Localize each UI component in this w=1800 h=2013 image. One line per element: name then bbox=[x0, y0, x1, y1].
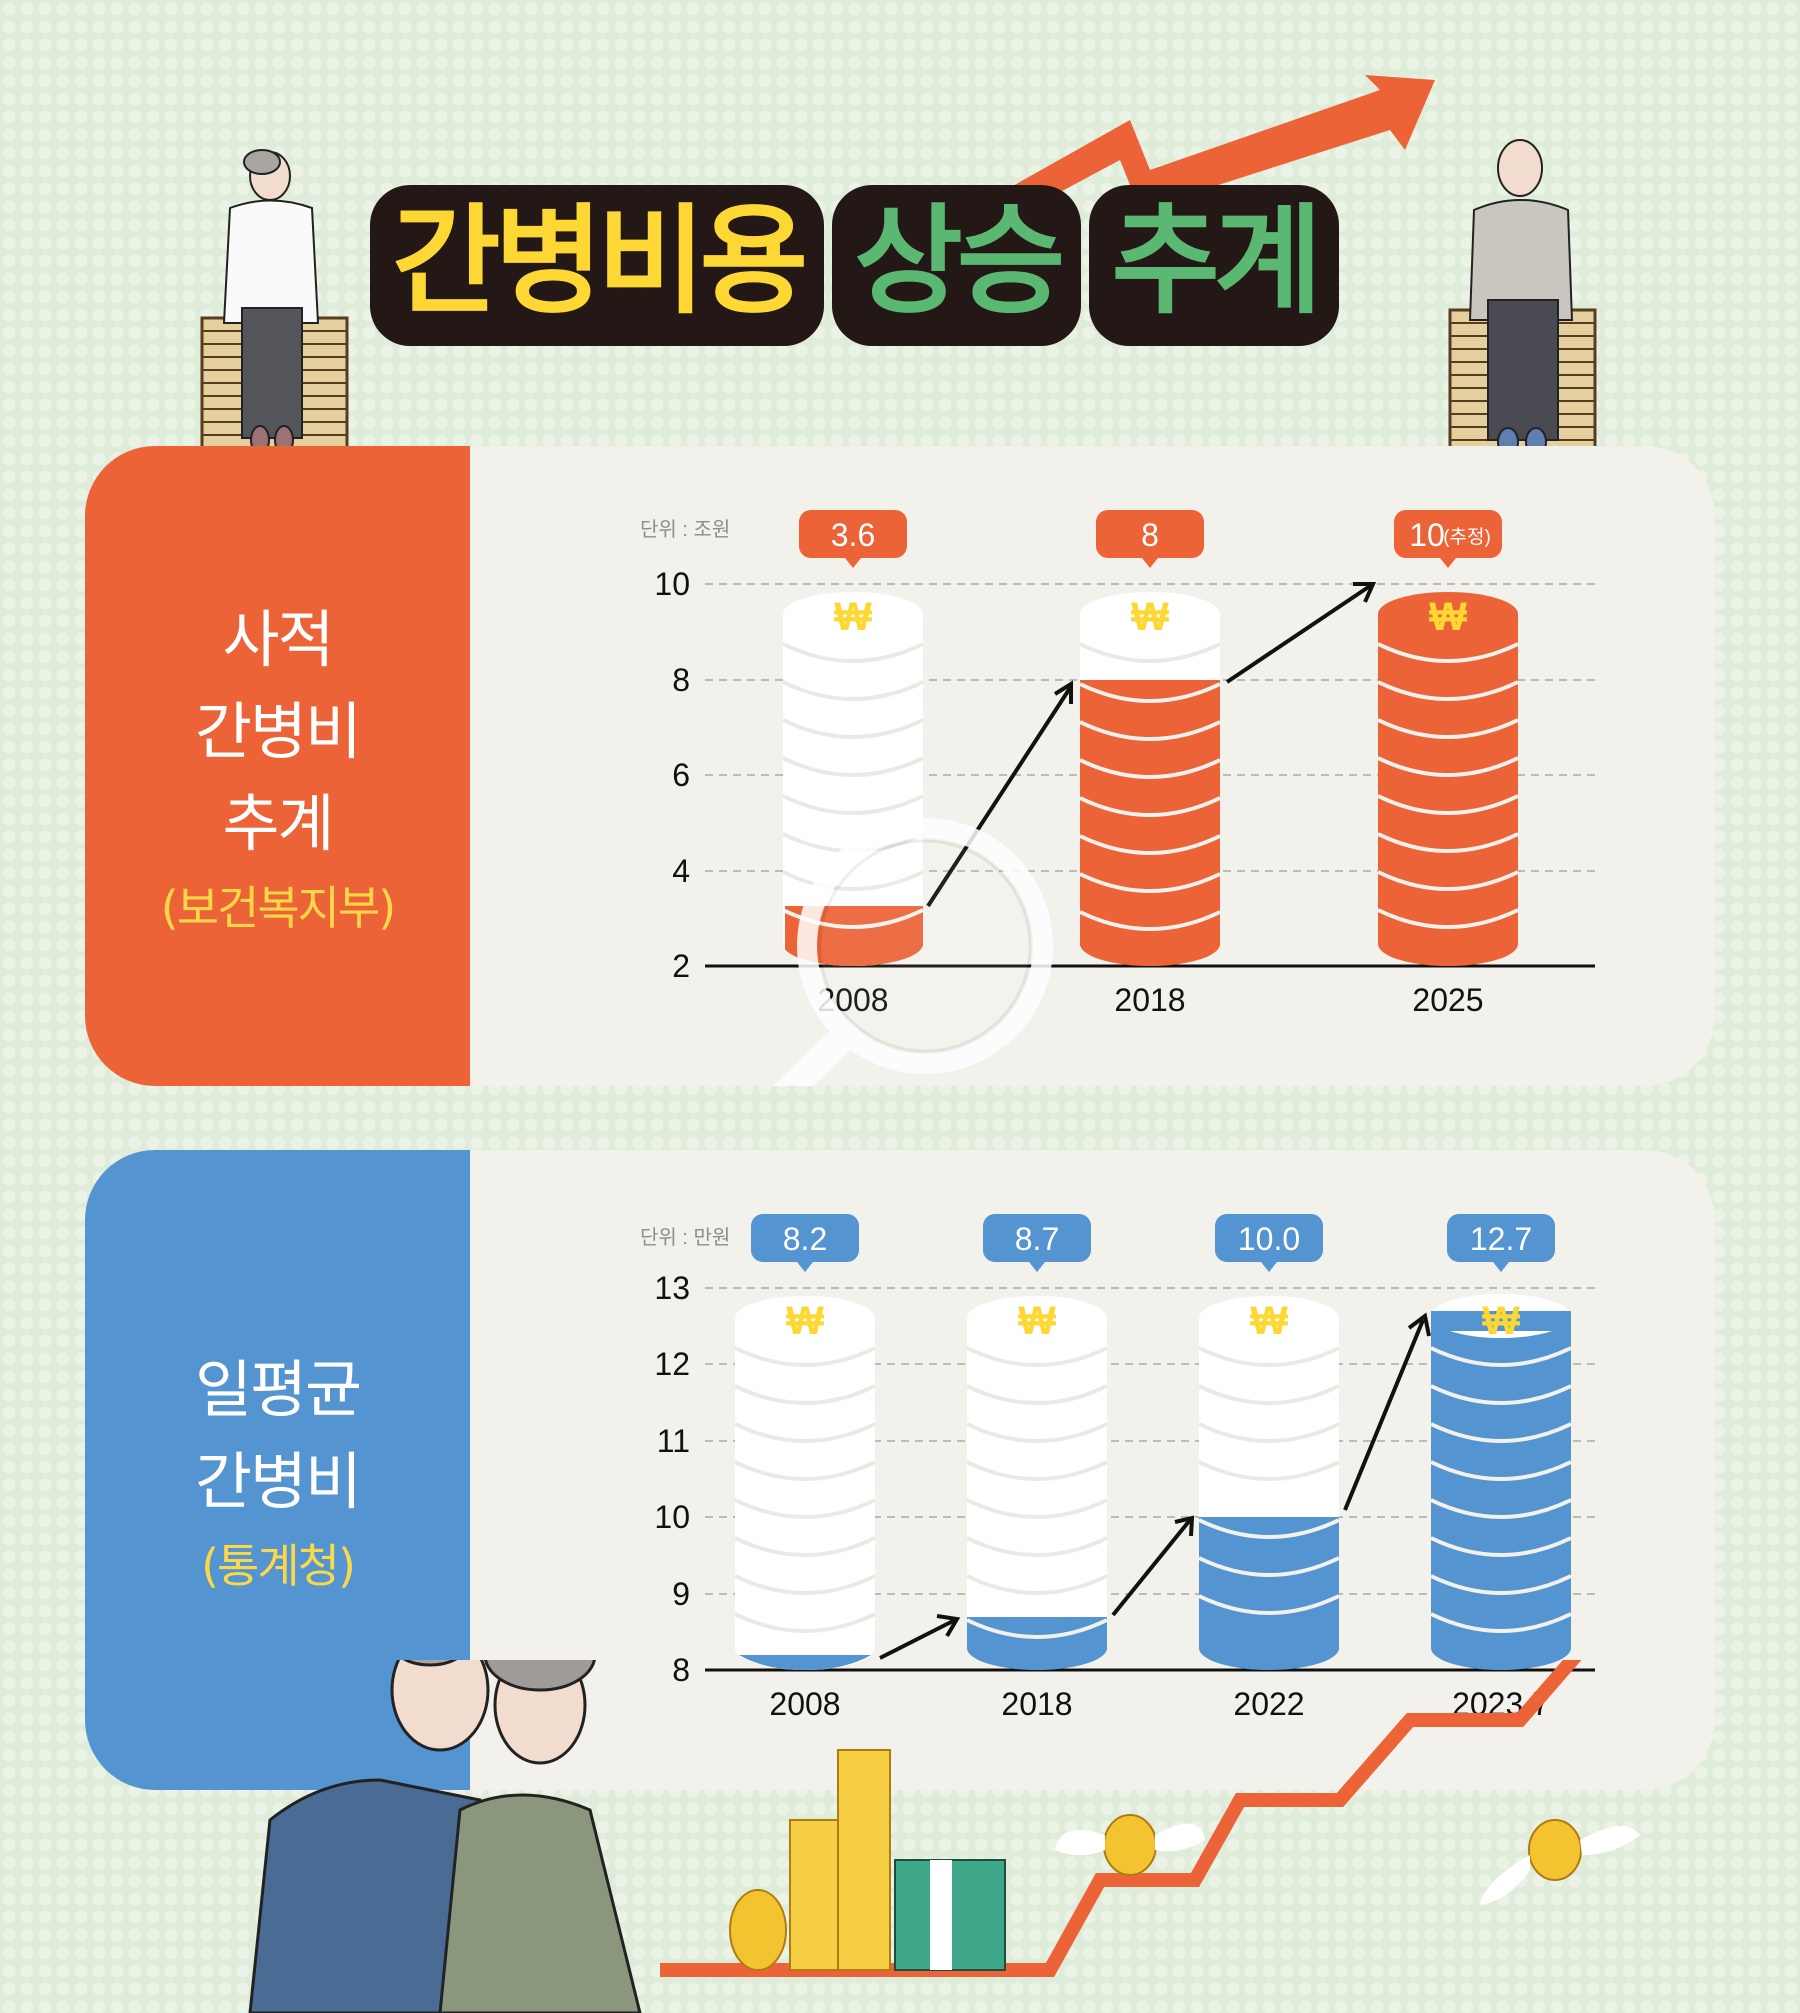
panel1-label-line2: 간병비 bbox=[194, 695, 362, 768]
panel2-label-line1: 일평균 bbox=[194, 1353, 362, 1426]
panel2-ytick: 12 bbox=[654, 1346, 690, 1382]
panel2-ytick: 10 bbox=[654, 1499, 690, 1535]
bottom-illustration bbox=[248, 1660, 1640, 2013]
panel2-xlabel: 2022 bbox=[1233, 1686, 1304, 1722]
coin-stack-2008: ₩ bbox=[734, 1296, 876, 1670]
panel1-ytick: 8 bbox=[672, 662, 690, 698]
panel1-ytick: 6 bbox=[672, 757, 690, 793]
panel2-xlabel: 2018 bbox=[1001, 1686, 1072, 1722]
svg-text:12.7: 12.7 bbox=[1470, 1221, 1532, 1257]
svg-text:8.2: 8.2 bbox=[783, 1221, 827, 1257]
cash-bundle-icon bbox=[894, 1859, 1006, 1971]
coin-stack-2022: ₩ bbox=[1198, 1296, 1340, 1670]
panel1-source: (보건복지부) bbox=[160, 881, 396, 935]
panel2-chart: 단위 : 만원 13 12 11 10 9 8 ₩ bbox=[640, 1214, 1595, 1722]
page-title: 간병비용 상승 추계 bbox=[370, 178, 1339, 353]
panel1-ytick: 2 bbox=[672, 948, 690, 984]
won-icon: ₩ bbox=[1018, 1299, 1056, 1343]
svg-text:10: 10 bbox=[1409, 517, 1445, 553]
panel2-unit-label: 단위 : 만원 bbox=[640, 1226, 730, 1249]
svg-text:8: 8 bbox=[1141, 517, 1159, 553]
panel2-ytick: 11 bbox=[657, 1423, 690, 1459]
panel2-ytick: 9 bbox=[672, 1576, 690, 1612]
rising-arrow-icon bbox=[970, 75, 1435, 235]
panel2-source: (통계청) bbox=[201, 1539, 356, 1593]
trend-arrows bbox=[926, 582, 1377, 908]
panel1-chart: 단위 : 조원 10 8 6 4 2 bbox=[640, 510, 1595, 1086]
panel1-label-line1: 사적 bbox=[222, 603, 334, 676]
svg-text:3.6: 3.6 bbox=[831, 517, 875, 553]
value-bubble-2008: 8.2 bbox=[751, 1214, 859, 1272]
value-bubble-2025: 10 (추정) bbox=[1394, 510, 1502, 568]
won-icon: ₩ bbox=[1250, 1299, 1288, 1343]
panel1-sidebar: 사적 간병비 추계 (보건복지부) bbox=[85, 446, 470, 1086]
flying-coin-icon bbox=[1480, 1819, 1640, 1905]
elderly-man-on-coins-illustration bbox=[1448, 130, 1598, 475]
trend-arrows bbox=[879, 1312, 1431, 1660]
value-bubble-2023-7: 12.7 bbox=[1447, 1214, 1555, 1272]
svg-text:10.0: 10.0 bbox=[1238, 1221, 1300, 1257]
panel1-xlabel: 2025 bbox=[1412, 982, 1483, 1018]
value-bubble-2018: 8 bbox=[1096, 510, 1204, 568]
title-part-3: 추계 bbox=[1089, 184, 1339, 347]
title-part-2: 상승 bbox=[832, 184, 1082, 347]
title-part-1: 간병비용 bbox=[370, 184, 825, 347]
rising-line-icon bbox=[660, 1660, 1582, 1977]
estimate-suffix: (추정) bbox=[1443, 526, 1491, 548]
daily-care-cost-panel: 일평균 간병비 (통계청) 단위 : 만원 13 12 11 10 9 8 bbox=[85, 1150, 1715, 1790]
worried-elderly-couple-illustration bbox=[248, 1660, 642, 2013]
value-bubble-2018: 8.7 bbox=[983, 1214, 1091, 1272]
magnifier-icon bbox=[772, 818, 1053, 1086]
svg-text:8.7: 8.7 bbox=[1015, 1221, 1059, 1257]
panel1-xlabel: 2018 bbox=[1114, 982, 1185, 1018]
coin-stack-2018: ₩ bbox=[1079, 592, 1221, 966]
elderly-woman-on-coins-illustration bbox=[200, 148, 350, 473]
coin-stack-2025: ₩ bbox=[1377, 592, 1519, 966]
coin-stack-2023-7: ₩ bbox=[1430, 1294, 1572, 1670]
panel2-xlabel: 2008 bbox=[769, 1686, 840, 1722]
coin-stack-2008: ₩ bbox=[782, 592, 924, 966]
panel1-ytick: 4 bbox=[672, 853, 690, 889]
panel2-ytick: 13 bbox=[654, 1270, 690, 1306]
flying-coin-icon bbox=[1055, 1814, 1205, 1876]
value-bubble-2022: 10.0 bbox=[1215, 1214, 1323, 1272]
panel2-label-line2: 간병비 bbox=[194, 1445, 362, 1518]
won-icon: ₩ bbox=[786, 1299, 824, 1343]
value-bubble-2008: 3.6 bbox=[799, 510, 907, 568]
private-care-cost-panel: 사적 간병비 추계 (보건복지부) 단위 : 조원 10 8 6 4 2 bbox=[85, 446, 1715, 1086]
won-icon: ₩ bbox=[834, 595, 872, 639]
won-icon: ₩ bbox=[1131, 595, 1169, 639]
won-icon: ₩ bbox=[1482, 1299, 1520, 1343]
won-icon: ₩ bbox=[1429, 595, 1467, 639]
panel1-unit-label: 단위 : 조원 bbox=[640, 518, 730, 541]
panel1-ytick: 10 bbox=[654, 566, 690, 602]
gold-coins-icon bbox=[729, 1749, 891, 1971]
panel1-label-line3: 추계 bbox=[222, 787, 334, 860]
coin-stack-2018: ₩ bbox=[966, 1296, 1108, 1670]
panel2-ytick: 8 bbox=[672, 1652, 690, 1688]
